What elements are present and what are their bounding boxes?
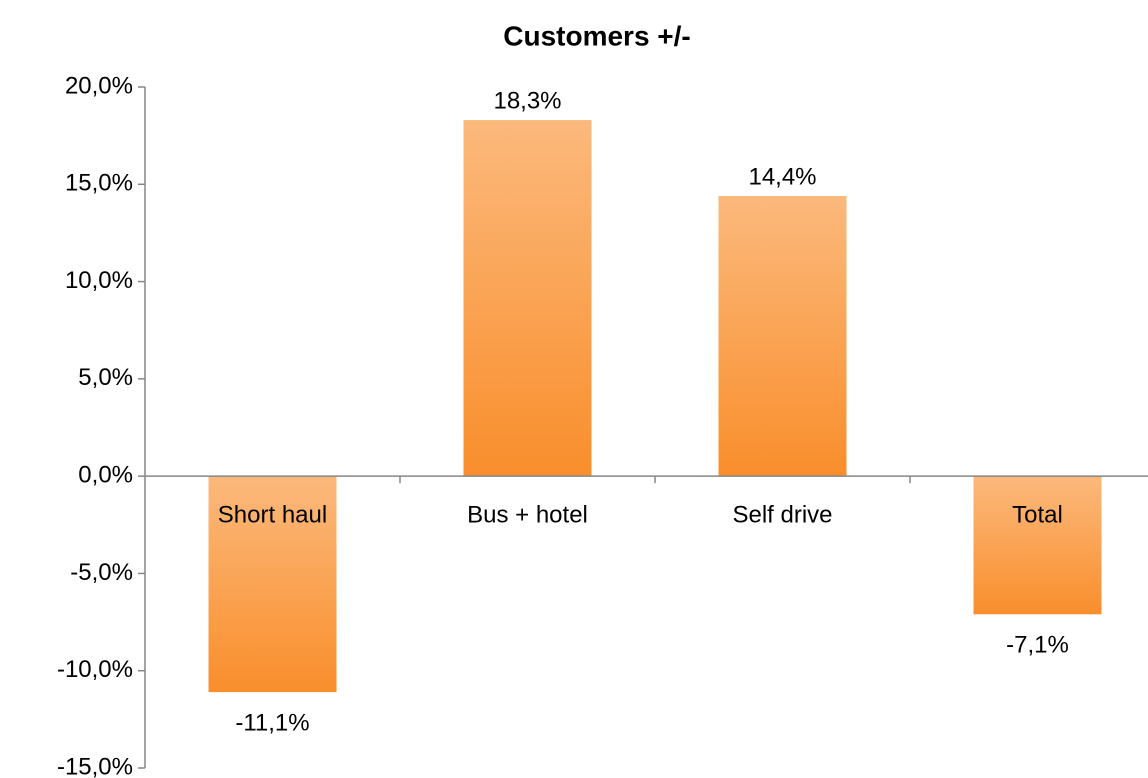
bar (718, 195, 847, 477)
bar (463, 120, 592, 477)
x-tick-label: Total (1012, 501, 1063, 528)
bar (973, 476, 1102, 615)
y-tick-label: -5,0% (70, 559, 133, 586)
value-label: 14,4% (748, 163, 816, 190)
x-tick-label: Self drive (732, 501, 832, 528)
y-tick-label: 0,0% (78, 461, 133, 488)
y-tick-label: 10,0% (65, 267, 133, 294)
y-tick-label: 5,0% (78, 364, 133, 391)
y-tick-label: -15,0% (57, 753, 133, 778)
value-label: 18,3% (493, 87, 561, 114)
x-tick-label: Short haul (218, 501, 327, 528)
bar (208, 476, 337, 693)
y-tick-label: -10,0% (57, 656, 133, 683)
y-tick-label: 20,0% (65, 72, 133, 99)
y-tick-label: 15,0% (65, 170, 133, 197)
x-tick-label: Bus + hotel (467, 501, 588, 528)
value-label: -11,1% (235, 709, 309, 736)
value-label: -7,1% (1006, 632, 1069, 659)
chart-title: Customers +/- (503, 20, 691, 51)
